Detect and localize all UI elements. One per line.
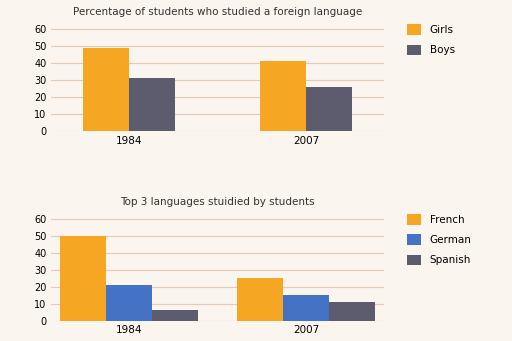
Bar [260, 61, 306, 131]
Legend: French, German, Spanish: French, German, Spanish [402, 210, 476, 269]
Bar [129, 78, 175, 131]
Title: Top 3 languages stuidied by students: Top 3 languages stuidied by students [120, 197, 315, 207]
Bar [283, 295, 329, 321]
Bar [329, 302, 375, 321]
Bar [306, 87, 352, 131]
Bar [60, 236, 106, 321]
Legend: Girls, Boys: Girls, Boys [402, 20, 459, 60]
Bar [83, 48, 129, 131]
Bar [106, 285, 152, 321]
Title: Percentage of students who studied a foreign language: Percentage of students who studied a for… [73, 7, 362, 17]
Bar [237, 278, 283, 321]
Bar [152, 310, 198, 321]
